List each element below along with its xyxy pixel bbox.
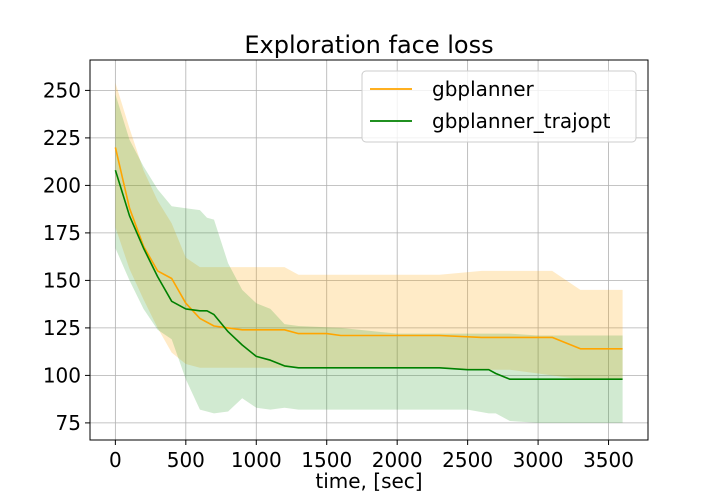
y-tick-label: 75 xyxy=(56,411,81,435)
x-tick-label: 1000 xyxy=(231,448,282,472)
y-axis-ticks: 75 100 125 150 175 200 225 250 xyxy=(43,78,90,435)
y-tick-label: 175 xyxy=(43,221,81,245)
y-tick-label: 125 xyxy=(43,316,81,340)
x-tick-label: 2500 xyxy=(442,448,493,472)
plot-border xyxy=(89,59,649,441)
series-lines xyxy=(114,147,623,381)
x-tick-label: 3500 xyxy=(583,448,634,472)
confidence-bands xyxy=(115,82,623,423)
band-gbplanner xyxy=(115,82,623,380)
y-tick-label: 225 xyxy=(43,126,81,150)
x-tick-label: 1500 xyxy=(301,448,352,472)
x-tick-label: 2000 xyxy=(372,448,423,472)
legend: gbplanner gbplanner_trajopt xyxy=(361,70,637,143)
x-tick-label: 500 xyxy=(167,448,205,472)
band-gbplanner-trajopt xyxy=(115,94,623,423)
y-tick-label: 250 xyxy=(43,78,81,102)
series-line-gbplanner-trajopt xyxy=(114,169,623,381)
x-tick-label: 0 xyxy=(109,448,122,472)
y-tick-label: 150 xyxy=(43,268,81,292)
x-tick-label: 3000 xyxy=(513,448,564,472)
chart-title: Exploration face loss xyxy=(244,31,493,59)
legend-label-gbplanner-trajopt: gbplanner_trajopt xyxy=(432,109,611,133)
y-tick-label: 100 xyxy=(43,363,81,387)
legend-label-gbplanner: gbplanner xyxy=(432,77,535,101)
series-line-gbplanner xyxy=(114,147,623,350)
x-axis-label: time, [sec] xyxy=(315,469,422,493)
legend-box xyxy=(361,70,637,143)
y-tick-label: 200 xyxy=(43,173,81,197)
x-axis-ticks: 0 500 1000 1500 2000 2500 3000 3500 xyxy=(109,440,634,472)
